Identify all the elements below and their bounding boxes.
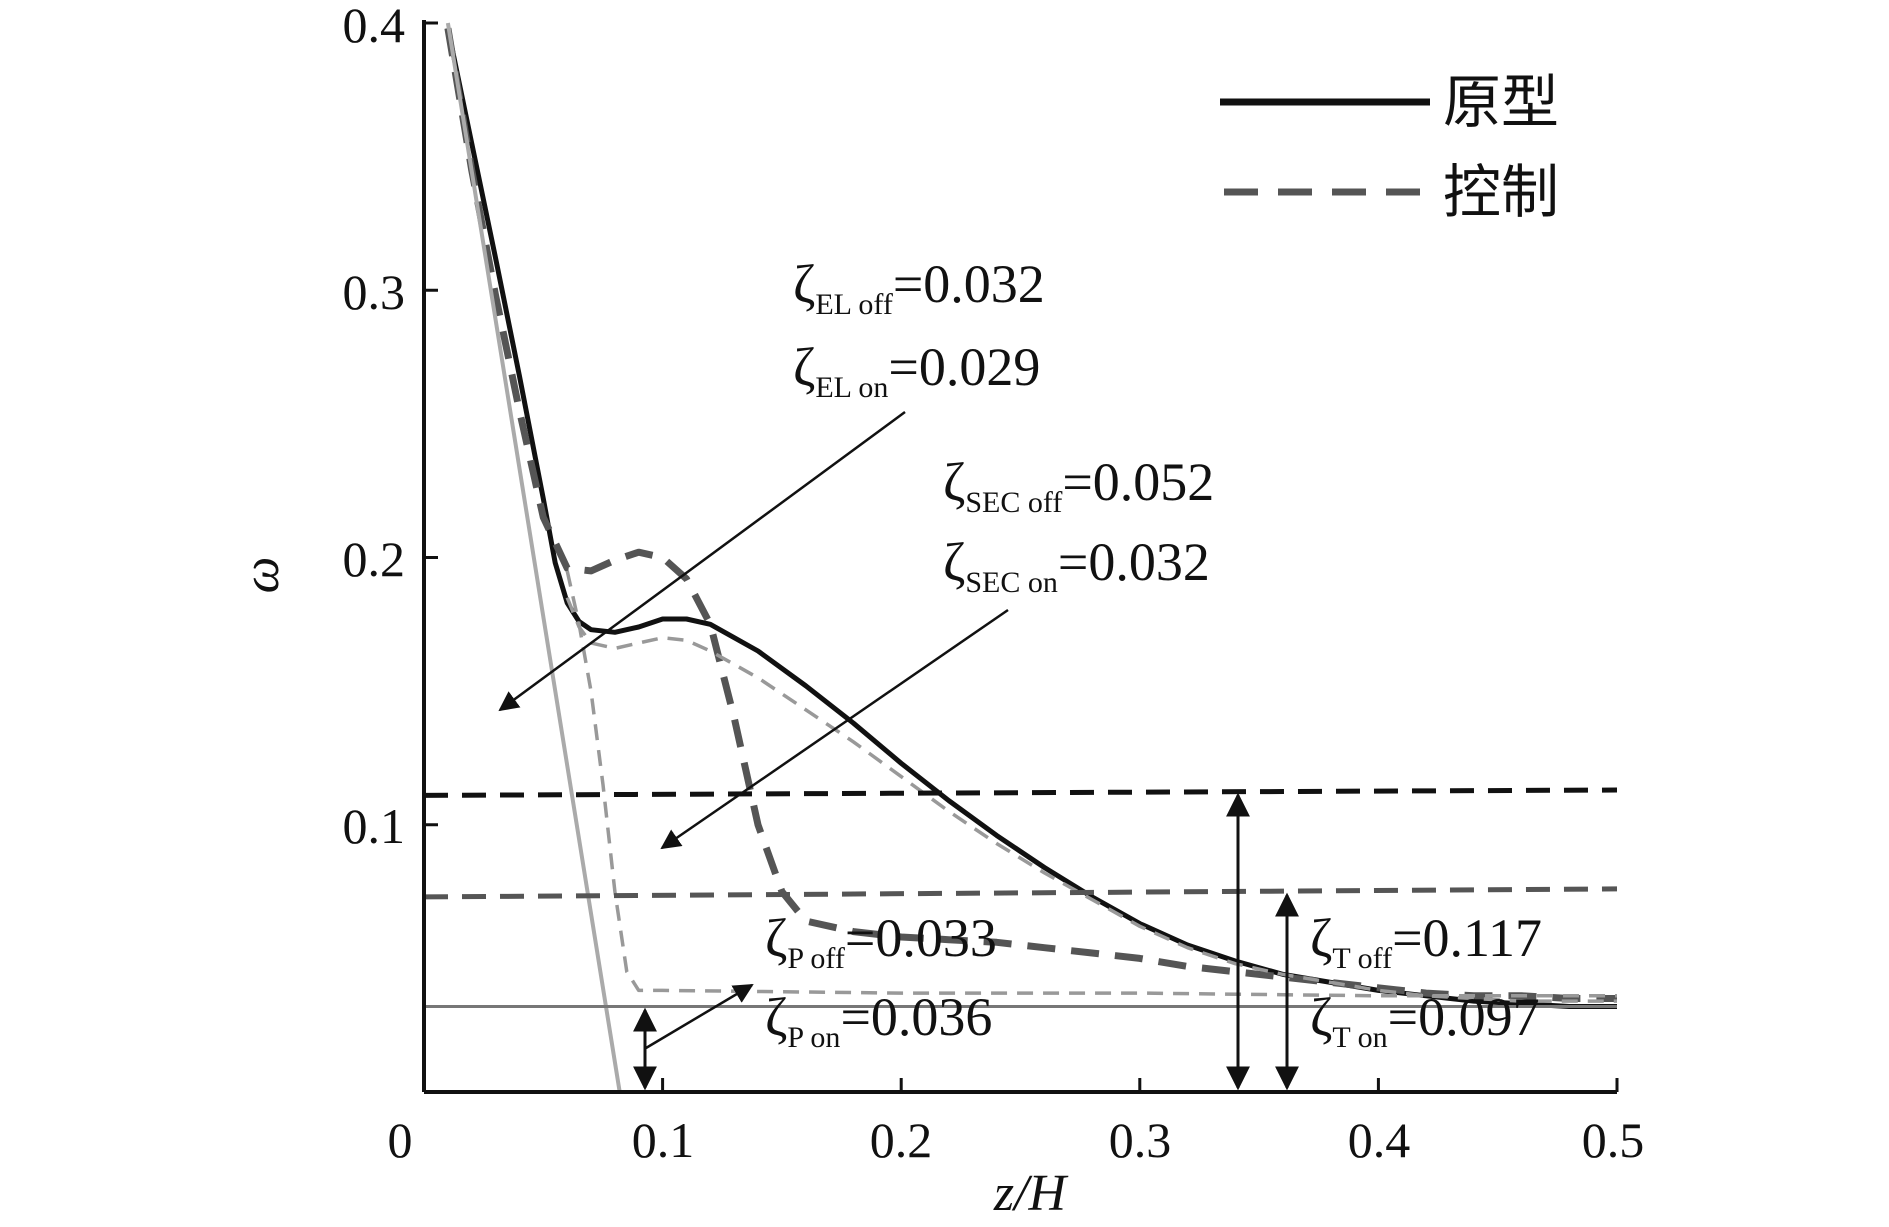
series-line-7 <box>423 886 1618 900</box>
y-tick-label: 0.3 <box>343 264 406 320</box>
arrow-p <box>645 983 754 1050</box>
annotation-zeta-t-on: ζT on=0.097 <box>1310 987 1540 1054</box>
y-tick-label: 0.4 <box>343 0 406 53</box>
annotation-zeta-sec-on: ζSEC on=0.032 <box>943 532 1210 599</box>
series-line-1 <box>444 27 1617 1002</box>
series-line-3 <box>565 570 1617 998</box>
x-tick-label: 0 <box>388 1112 413 1168</box>
x-tick-label: 0.4 <box>1348 1112 1411 1168</box>
x-tick-label: 0.1 <box>632 1112 695 1168</box>
y-tick-label: 0.1 <box>343 798 406 854</box>
annotation-zeta-el-on: ζEL on=0.029 <box>793 337 1040 404</box>
annotation-zeta-sec-off: ζSEC off=0.052 <box>943 452 1214 519</box>
annotation-zeta-el-off: ζEL off=0.032 <box>793 254 1045 321</box>
y-axis-title: ω <box>233 557 290 594</box>
annotation-arrows <box>498 410 1299 1091</box>
annotation-zeta-p-off: ζP off=0.033 <box>765 908 997 975</box>
legend-label: 原型 <box>1443 68 1559 136</box>
tick-layer <box>424 21 1619 1092</box>
x-tick-label: 0.5 <box>1582 1112 1645 1168</box>
arrow-sec <box>660 608 1009 850</box>
x-tick-label: 0.3 <box>1109 1112 1172 1168</box>
legend: 原型 控制 <box>1220 68 1559 226</box>
legend-label: 控制 <box>1443 158 1559 226</box>
series-line-6 <box>423 787 1618 798</box>
arrow-el <box>498 410 906 712</box>
y-tick-label: 0.2 <box>343 531 406 587</box>
series-layer <box>423 22 1618 1093</box>
series-line-4 <box>445 22 622 1093</box>
series-line-2 <box>565 596 1617 1003</box>
x-tick-label: 0.2 <box>870 1112 933 1168</box>
annotation-zeta-p-on: ζP on=0.036 <box>765 987 992 1054</box>
x-axis-title: z/H <box>993 1165 1069 1222</box>
annotation-zeta-t-off: ζT off=0.117 <box>1310 908 1542 975</box>
